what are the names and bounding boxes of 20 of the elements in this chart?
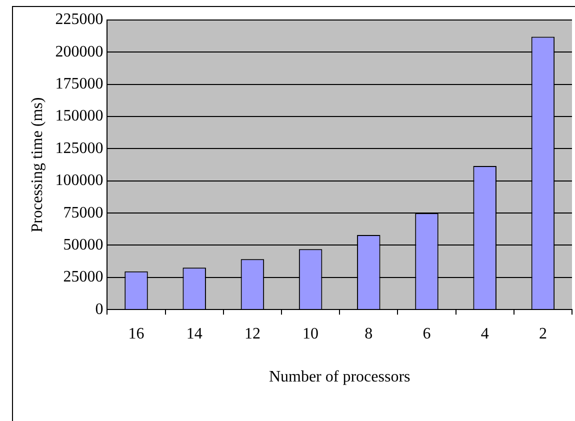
x-tick-label: 14 [186, 325, 202, 342]
y-axis-title: Processing time (ms) [28, 97, 46, 232]
x-tick-label: 8 [364, 325, 373, 342]
x-tick-label: 10 [302, 325, 319, 342]
y-tick-label: 175000 [55, 76, 104, 93]
y-tick-label: 75000 [63, 204, 104, 222]
x-tick-label: 4 [480, 325, 489, 342]
y-tick-label: 150000 [55, 108, 104, 125]
y-tick-label: 25000 [63, 268, 104, 286]
x-tick-label: 16 [128, 325, 144, 342]
x-tick-label: 12 [244, 325, 260, 342]
y-tick-label: 125000 [55, 140, 104, 157]
y-tick-label: 225000 [55, 11, 104, 28]
y-tick-label: 0 [95, 300, 104, 318]
x-tick-label: 6 [422, 325, 431, 342]
y-tick-label: 100000 [55, 172, 104, 190]
y-tick-label: 200000 [55, 43, 104, 60]
x-tick-label: 2 [538, 325, 547, 342]
x-axis-title: Number of processors [268, 368, 410, 386]
y-tick-label: 50000 [63, 236, 104, 254]
